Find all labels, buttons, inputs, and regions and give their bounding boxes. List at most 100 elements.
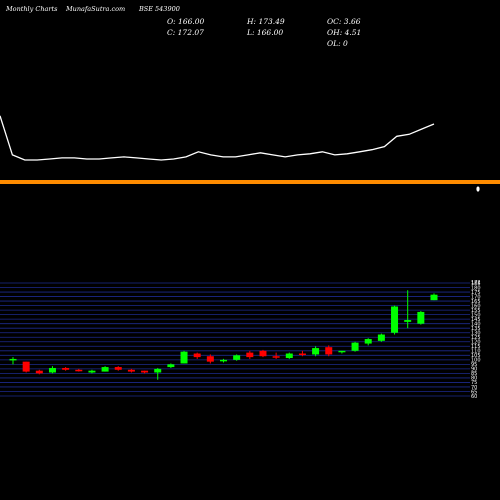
candle <box>351 341 359 352</box>
price-gridlines <box>0 282 470 397</box>
y-tick-label: 110 <box>471 349 481 355</box>
candle-body <box>114 367 122 370</box>
candle <box>377 333 385 342</box>
candle <box>364 338 372 346</box>
candle <box>220 358 227 363</box>
y-tick-label: 185 <box>471 281 481 287</box>
oh-value: OH: 4.51 <box>327 28 362 37</box>
y-tick-label: 85 <box>471 371 477 377</box>
candle-body <box>377 334 385 341</box>
candle <box>312 346 320 357</box>
candle <box>246 350 254 359</box>
candle-body <box>298 353 306 356</box>
y-tick-label: 75 <box>471 380 477 386</box>
y-tick-label: 150 <box>471 312 481 318</box>
candle <box>206 354 214 364</box>
candle-body <box>22 361 30 372</box>
high-value: H: 173.49 <box>247 17 285 26</box>
candle <box>114 366 122 371</box>
candle-body <box>285 353 293 359</box>
candle-body <box>206 356 214 362</box>
candle-body <box>417 311 425 324</box>
candle-body <box>351 342 359 351</box>
candle-body <box>404 320 412 322</box>
candle-body <box>35 370 43 374</box>
candle-body <box>364 339 372 344</box>
candle-body <box>325 347 333 355</box>
y-tick-label: 105 <box>471 353 481 359</box>
candle-body <box>259 350 267 357</box>
candle <box>154 367 162 380</box>
y-tick-label: 100 <box>471 358 481 364</box>
candle-body <box>312 348 320 355</box>
candle-body <box>233 355 241 360</box>
candle <box>48 366 56 374</box>
candle-body <box>246 352 254 358</box>
candle <box>127 368 135 373</box>
close-value: C: 172.07 <box>167 28 204 37</box>
y-tick-label: 160 <box>471 303 481 309</box>
y-tick-label: 140 <box>471 321 481 327</box>
candle-body <box>48 367 56 373</box>
low-value: L: 166.00 <box>247 28 284 37</box>
y-tick-label: 145 <box>471 317 481 323</box>
symbol-label: BSE 543900 <box>139 5 180 13</box>
site-name: MunafaSutra.com <box>66 5 126 13</box>
candle-body <box>141 370 149 373</box>
candle <box>22 361 30 373</box>
chart-period-label: Monthly Charts <box>6 5 58 13</box>
y-tick-label: 135 <box>471 326 481 332</box>
last-price-label: 172 <box>471 280 481 286</box>
candle-body <box>62 367 70 370</box>
y-tick-label: 95 <box>471 362 477 368</box>
y-tick-label: 80 <box>471 376 477 382</box>
candle-body <box>167 364 175 368</box>
y-tick-label: 170 <box>471 294 481 300</box>
y-tick-label: 180 <box>471 285 481 291</box>
candle <box>101 366 109 372</box>
candle-body <box>272 356 280 358</box>
candle <box>285 352 293 359</box>
panel-separator <box>0 180 500 184</box>
y-tick-label: 115 <box>471 344 481 350</box>
ol-value: OL: 0 <box>327 39 348 48</box>
y-tick-label: 125 <box>471 335 481 341</box>
price-line <box>0 115 435 161</box>
y-tick-label: 175 <box>471 290 481 296</box>
scroll-marker-icon <box>476 186 480 192</box>
candle-body <box>127 369 135 372</box>
y-tick-label: 90 <box>471 367 477 373</box>
candle <box>193 352 201 359</box>
candle <box>9 357 17 365</box>
y-tick-label: 165 <box>471 299 481 305</box>
candle <box>272 352 280 359</box>
candle-body <box>180 351 188 364</box>
candle-body <box>88 370 96 373</box>
candle <box>35 369 43 375</box>
candle-body <box>101 367 109 372</box>
candle <box>417 311 425 325</box>
y-tick-label: 65 <box>471 389 477 395</box>
candle <box>180 350 188 364</box>
candle-body <box>220 359 227 362</box>
candle <box>141 370 149 374</box>
candle-body <box>391 306 399 333</box>
line-chart-panel <box>0 115 435 161</box>
candle <box>75 368 83 372</box>
candle <box>391 305 399 335</box>
candle-body <box>193 353 201 358</box>
candle <box>404 290 412 329</box>
candle <box>338 350 346 354</box>
open-value: O: 166.00 <box>167 17 205 26</box>
candle <box>298 350 306 357</box>
y-tick-label: 130 <box>471 331 481 337</box>
candlestick-panel <box>9 290 438 380</box>
candle <box>233 354 241 361</box>
candle <box>325 345 333 357</box>
price-axis: 6065707580859095100105110115120125130135… <box>471 280 481 400</box>
oc-value: OC: 3.66 <box>327 17 361 26</box>
candle <box>88 369 96 374</box>
candle <box>430 293 438 301</box>
candle-body <box>9 358 17 361</box>
